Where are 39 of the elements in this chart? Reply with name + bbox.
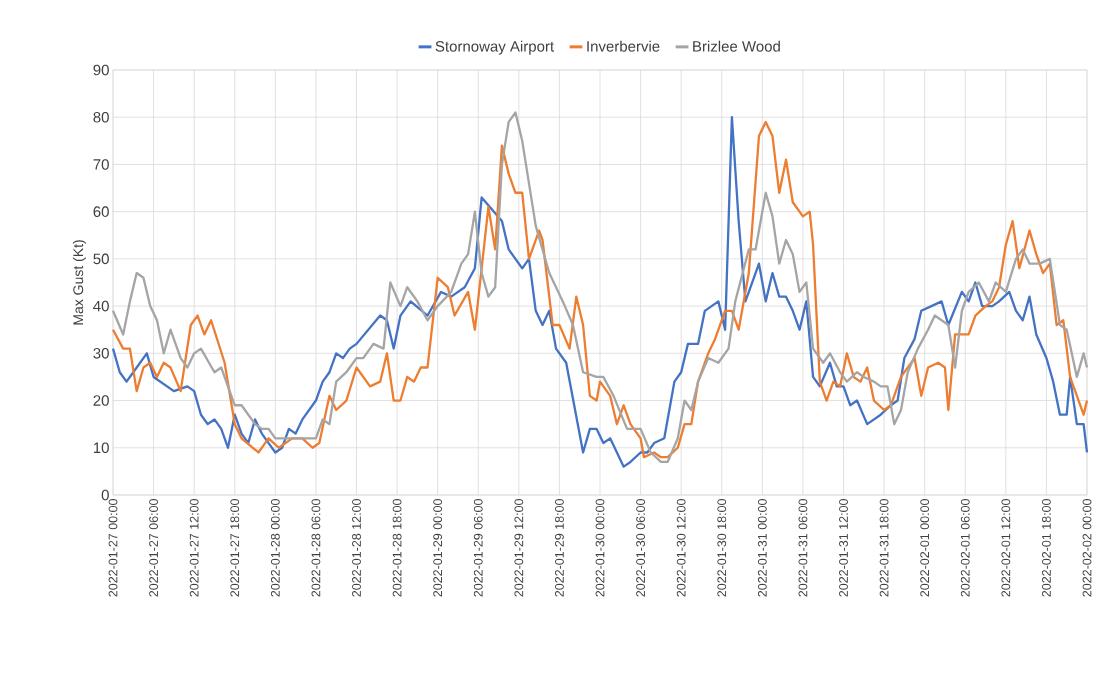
x-tick-label: 2022-01-30 00:00: [595, 499, 605, 597]
legend-label: Stornoway Airport: [435, 40, 555, 55]
y-tick-label: 60: [93, 206, 109, 217]
x-tick-label: 2022-01-27 06:00: [149, 499, 159, 597]
y-tick-label: 40: [93, 300, 109, 312]
y-tick-label: 70: [93, 159, 109, 170]
y-tick-label: 30: [93, 348, 109, 359]
x-tick-label: 2022-01-27 00:00: [108, 499, 118, 597]
y-tick-label: 80: [93, 111, 109, 123]
x-tick-label: 2022-01-28 06:00: [311, 499, 321, 597]
x-tick-label: 2022-01-27 12:00: [189, 499, 199, 597]
x-tick-label: 2022-01-28 12:00: [352, 499, 361, 597]
x-tick-label: 2022-01-30 12:00: [676, 499, 686, 597]
x-tick-label: 2022-01-30 06:00: [636, 499, 646, 597]
y-tick-label: 90: [93, 64, 109, 76]
x-tick-label: 2022-01-30 18:00: [717, 499, 727, 597]
y-tick-label: 0: [101, 489, 109, 501]
y-axis-title: Max Gust (Kt): [72, 240, 86, 325]
x-tick-label: 2022-02-01 12:00: [1001, 499, 1011, 597]
x-tick-label: 2022-01-28 18:00: [392, 499, 402, 597]
x-tick-label: 2022-01-31 18:00: [879, 499, 889, 597]
x-tick-label: 2022-01-28 00:00: [270, 499, 280, 597]
x-tick-label: 2022-02-01 06:00: [960, 499, 970, 597]
y-tick-label: 10: [93, 442, 109, 454]
x-tick-label: 2022-01-29 18:00: [555, 499, 564, 597]
y-tick-label: 20: [93, 395, 109, 406]
x-tick-label: 2022-01-29 06:00: [473, 499, 483, 597]
x-tick-label: 2022-01-29 12:00: [514, 499, 524, 597]
x-tick-label: 2022-01-31 06:00: [798, 499, 808, 597]
legend-label: Inverbervie: [587, 40, 660, 52]
x-tick-label: 2022-02-01 18:00: [1042, 499, 1051, 597]
legend-label: Brizlee Wood: [693, 40, 780, 52]
x-tick-label: 2022-02-02 00:00: [1082, 499, 1092, 597]
y-tick-label: 50: [93, 253, 109, 265]
x-tick-label: 2022-01-27 18:00: [230, 499, 240, 597]
x-tick-label: 2022-01-31 12:00: [839, 499, 848, 597]
x-tick-label: 2022-01-29 00:00: [433, 499, 443, 597]
x-tick-label: 2022-02-01 00:00: [920, 499, 930, 597]
x-tick-label: 2022-01-31 00:00: [757, 499, 767, 597]
